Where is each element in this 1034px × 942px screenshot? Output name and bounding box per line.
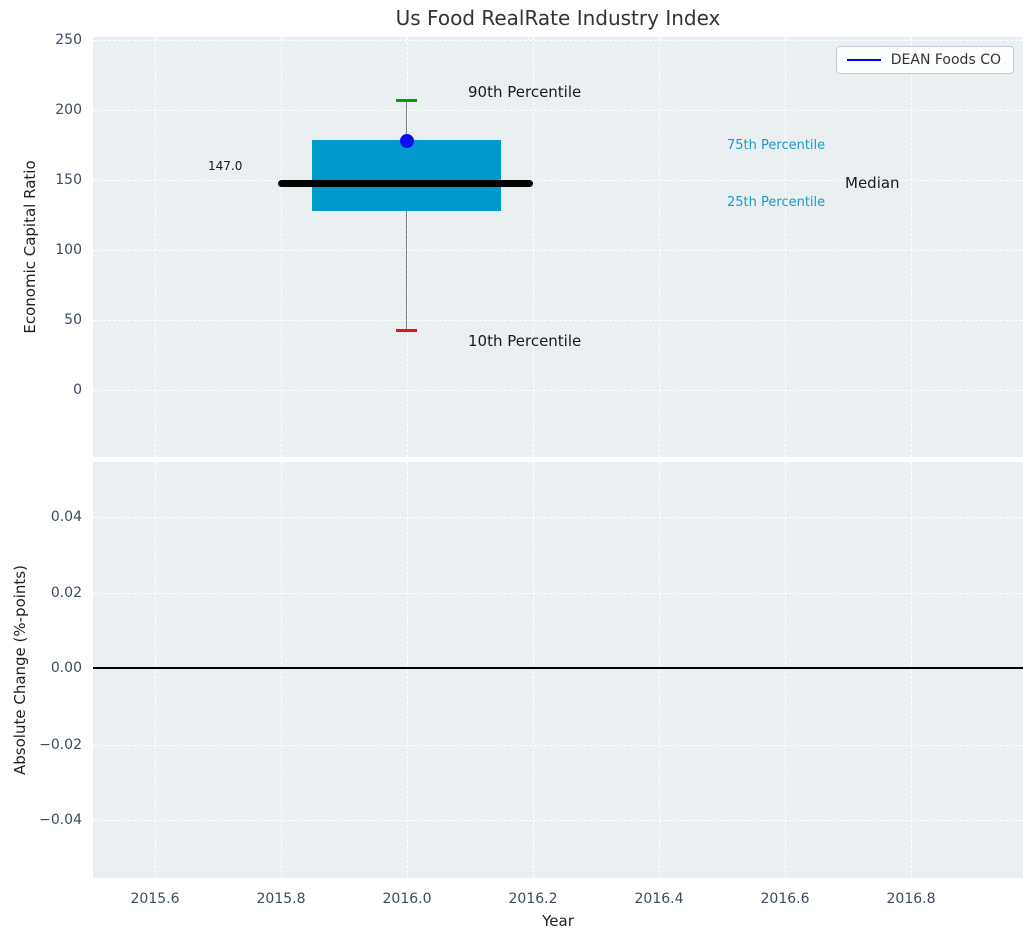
p10-cap (396, 329, 417, 332)
gridline-vertical (785, 37, 786, 457)
gridline-vertical (911, 37, 912, 457)
gridline-vertical (155, 37, 156, 457)
chart-title: Us Food RealRate Industry Index (395, 6, 721, 30)
p90-annotation: 90th Percentile (468, 83, 582, 101)
bottom-plot-area (93, 462, 1023, 878)
x-tick-label: 2016.4 (634, 891, 684, 907)
median-annotation: Median (845, 174, 900, 192)
whisker-line (406, 100, 407, 331)
gridline-vertical (911, 462, 912, 878)
x-tick-label: 2016.2 (508, 891, 558, 907)
y-tick-label: −0.02 (39, 737, 82, 753)
median-value-annotation: 147.0 (208, 159, 243, 173)
x-tick-label: 2016.6 (760, 891, 810, 907)
legend-series-label: DEAN Foods CO (890, 52, 1001, 68)
x-tick-label: 2015.8 (256, 891, 306, 907)
gridline-horizontal (93, 593, 1023, 594)
y-tick-label: 150 (55, 172, 82, 188)
p25-annotation: 25th Percentile (727, 195, 826, 210)
legend: DEAN Foods CO (835, 46, 1014, 74)
x-tick-label: 2015.6 (130, 891, 180, 907)
y-tick-label: 0 (73, 382, 82, 398)
p90-cap (396, 99, 417, 102)
y-tick-label: −0.04 (39, 812, 82, 828)
gridline-horizontal (93, 40, 1023, 41)
gridline-horizontal (93, 320, 1023, 321)
gridline-vertical (785, 462, 786, 878)
y-tick-label: 0.04 (50, 509, 82, 525)
legend-line-sample (846, 59, 881, 61)
x-axis-label: Year (542, 912, 574, 930)
y-tick-label: 200 (55, 102, 82, 118)
gridline-horizontal (93, 110, 1023, 111)
bottom-y-axis-label: Absolute Change (%-points) (11, 565, 29, 775)
gridline-vertical (659, 462, 660, 878)
y-tick-label: 100 (55, 242, 82, 258)
x-tick-label: 2016.8 (886, 891, 936, 907)
top-y-axis-label: Economic Capital Ratio (21, 160, 39, 334)
gridline-vertical (407, 462, 408, 878)
interquartile-box (312, 140, 501, 211)
zero-baseline (93, 667, 1023, 669)
company-data-point (400, 134, 414, 148)
gridline-horizontal (93, 745, 1023, 746)
y-tick-label: 50 (64, 312, 82, 328)
p10-annotation: 10th Percentile (468, 332, 582, 350)
x-tick-label: 2016.0 (382, 891, 432, 907)
y-tick-label: 0.02 (50, 585, 82, 601)
y-tick-label: 250 (55, 32, 82, 48)
gridline-vertical (155, 462, 156, 878)
gridline-vertical (659, 37, 660, 457)
median-line (278, 180, 533, 187)
gridline-horizontal (93, 390, 1023, 391)
top-plot-area: 90th Percentile 10th Percentile 75th Per… (93, 37, 1023, 457)
gridline-horizontal (93, 250, 1023, 251)
gridline-vertical (281, 37, 282, 457)
p75-annotation: 75th Percentile (727, 138, 826, 153)
gridline-vertical (407, 37, 408, 457)
gridline-horizontal (93, 180, 1023, 181)
gridline-horizontal (93, 820, 1023, 821)
gridline-vertical (281, 462, 282, 878)
gridline-vertical (533, 462, 534, 878)
y-tick-label: 0.00 (50, 660, 82, 676)
gridline-horizontal (93, 517, 1023, 518)
gridline-vertical (533, 37, 534, 457)
